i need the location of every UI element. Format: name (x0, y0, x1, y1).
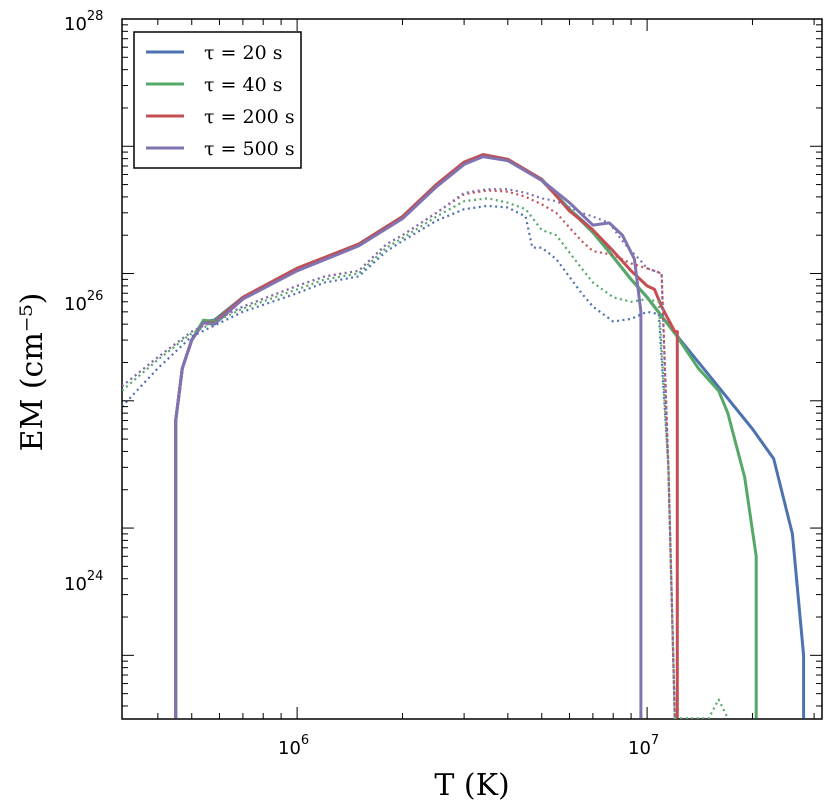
series-line-solid-3 (174, 155, 643, 719)
series-line-dotted-1 (122, 197, 729, 719)
legend-label-tau-500: τ = 500 s (204, 138, 295, 160)
series-line-dotted-0 (122, 204, 676, 719)
y-tick-label-1e26: 1026 (64, 289, 103, 315)
legend: τ = 20 s τ = 40 s τ = 200 s τ = 500 s (133, 31, 302, 169)
legend-box (133, 31, 302, 169)
y-tick-label-1e24: 1024 (64, 569, 103, 595)
legend-label-tau-20: τ = 20 s (204, 42, 282, 64)
series-line-dotted-3 (122, 188, 676, 719)
series-layer (122, 153, 806, 719)
tick-layer (122, 18, 822, 719)
x-tick-label-1e6: 106 (278, 733, 309, 759)
x-axis-label: T (K) (434, 768, 509, 803)
x-tick-label-1e7: 107 (628, 733, 659, 759)
y-axis-label: EM (cm⁻⁵) (15, 293, 50, 452)
legend-label-tau-40: τ = 40 s (204, 74, 282, 96)
legend-label-tau-200: τ = 200 s (204, 106, 295, 128)
y-tick-label-1e28: 1028 (64, 9, 103, 35)
